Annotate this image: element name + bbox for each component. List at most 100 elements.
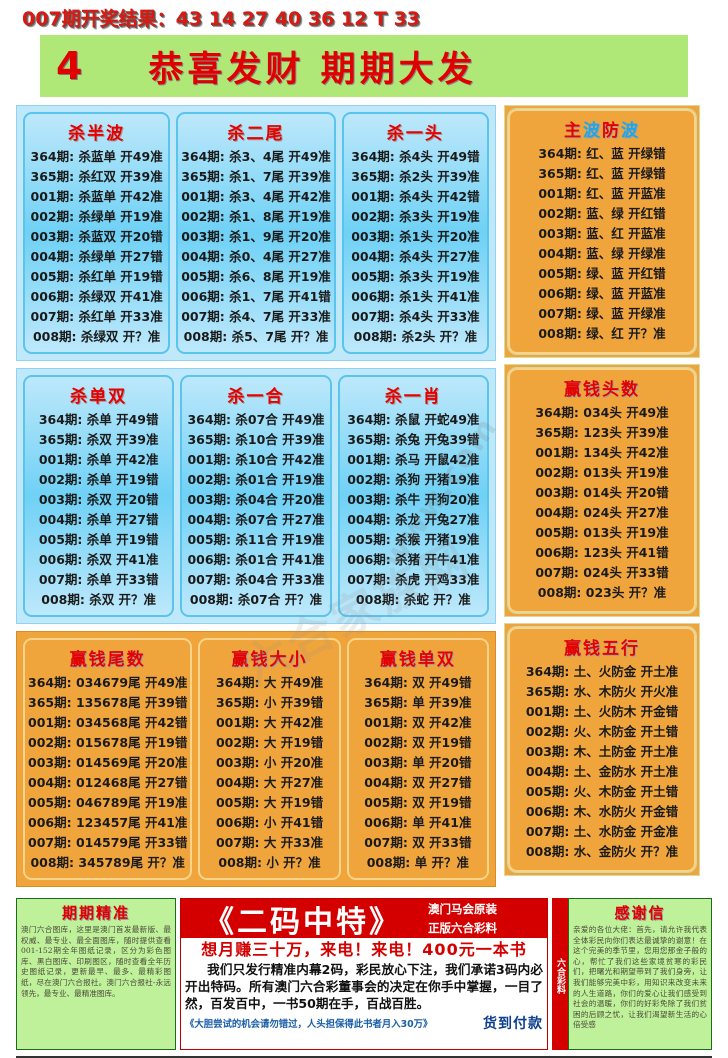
prediction-row: 006期: 杀01合 开41准: [187, 552, 325, 567]
prediction-row: 365期: 杀双 开39准: [38, 432, 159, 447]
main-content: 杀半波 364期: 杀蓝单 开49准 365期: 杀红双 开39准 001期: 杀蓝单…: [0, 97, 728, 894]
prediction-row: 006期: 木、水防火 开金错: [525, 804, 679, 819]
prediction-row: 001期: 双 开42准: [364, 715, 472, 730]
prediction-panel-row1-blue: 杀半波 364期: 杀蓝单 开49准 365期: 杀红双 开39准 001期: 杀蓝单…: [16, 105, 496, 361]
prediction-row: 003期: 杀牛 开狗20准: [347, 492, 480, 507]
card-title-part: 赢钱头数: [564, 380, 640, 400]
prediction-panel-right: 主波防波 364期: 红、蓝 开绿错 365期: 红、蓝 开绿错 001期: 红、蓝 …: [504, 105, 700, 358]
prediction-row: 003期: 014569尾 开20准: [28, 755, 188, 770]
prediction-row: 002期: 015678尾 开19错: [28, 735, 188, 750]
card-title: 杀一合: [185, 382, 326, 407]
promo-origin-labels: 澳门马会原装 正版六合彩料: [425, 899, 547, 938]
prediction-card[interactable]: 赢钱尾数 364期: 034679尾 开49准 365期: 135678尾 开39错…: [23, 638, 193, 880]
prediction-row: 001期: 034568尾 开42错: [28, 715, 188, 730]
prediction-row: 008期: 杀双 开？准: [41, 592, 157, 607]
prediction-row: 364期: 034头 开49准: [535, 405, 669, 420]
prediction-row: 004期: 012468尾 开27错: [28, 775, 188, 790]
prediction-row: 002期: 大 开19错: [215, 735, 324, 750]
prediction-row: 003期: 小 开20准: [215, 755, 324, 770]
prediction-panel-right: 赢钱头数 364期: 034头 开49准 365期: 123头 开39准 001期: …: [504, 364, 700, 617]
prediction-row: 008期: 单 开？准: [366, 855, 469, 870]
prediction-row: 001期: 134头 开42准: [535, 445, 669, 460]
card-title: 杀一肖: [343, 382, 484, 407]
prediction-row: 364期: 红、蓝 开绿错: [538, 146, 666, 161]
prediction-card[interactable]: 杀半波 364期: 杀蓝单 开49准 365期: 杀红双 开39准 001期: 杀蓝单…: [23, 112, 171, 354]
prediction-card[interactable]: 赢钱大小 364期: 大 开49准 365期: 小 开39错 001期: 大 开42准…: [198, 638, 341, 880]
prediction-row: 002期: 杀狗 开猪19准: [347, 472, 480, 487]
prediction-row: 006期: 单 开41准: [364, 815, 472, 830]
card-title: 赢钱大小: [203, 645, 335, 670]
card-rows: 364期: 杀蓝单 开49准 365期: 杀红双 开39准 001期: 杀蓝单 开4…: [28, 147, 165, 347]
card-rows: 364期: 杀4头 开49错 365期: 杀2头 开39准 001期: 杀4头 开4…: [347, 147, 484, 347]
prediction-row: 001期: 土、火防木 开金错: [525, 704, 679, 719]
prediction-row: 007期: 绿、蓝 开绿准: [538, 306, 666, 321]
card-title: 赢钱头数: [513, 375, 691, 400]
prediction-row: 007期: 杀红单 开33准: [30, 309, 163, 324]
accuracy-info-title: 期期精准: [61, 904, 130, 922]
prediction-row: 002期: 013头 开19准: [535, 465, 669, 480]
prediction-row: 364期: 土、火防金 开土准: [525, 664, 679, 679]
prediction-row: 006期: 杀1头 开41准: [351, 289, 480, 304]
prediction-card[interactable]: 杀单双 364期: 杀单 开49错 365期: 杀双 开39准 001期: 杀单 开4…: [23, 375, 175, 617]
thanks-letter-title: 感谢信: [614, 904, 666, 922]
accuracy-info-body: 澳门六合图库，这里是澳门首发最新版、最权威、最专业、最全面图库，随时提供查看00…: [21, 925, 171, 998]
prediction-row: 365期: 小 开39错: [215, 695, 324, 710]
banner-slogan: 恭喜发财 期期大发: [148, 49, 477, 90]
prediction-row: 365期: 123头 开39准: [535, 425, 669, 440]
thanks-letter-body: 亲爱的各位大佬：首先，请允许我代表全体彩民向你们表达最诚挚的谢意！在这个完美的季…: [573, 925, 707, 1030]
prediction-row: 005期: 双 开19错: [364, 795, 472, 810]
card-title: 杀一头: [347, 119, 484, 144]
promo-panel: 《二码中特》 澳门马会原装 正版六合彩料 想月赚三十万，来电！来电！400元一本…: [180, 898, 548, 1050]
card-title: 赢钱五行: [513, 634, 691, 659]
card-title-part: 杀二尾: [227, 124, 285, 144]
prediction-row: 001期: 杀蓝单 开42准: [30, 189, 163, 204]
card-title-part: 赢钱大小: [231, 650, 308, 670]
card-rows: 364期: 杀07合 开49准 365期: 杀10合 开39准 001期: 杀10合…: [185, 410, 326, 610]
prediction-card[interactable]: 杀一头 364期: 杀4头 开49错 365期: 杀2头 开39准 001期: 杀4头…: [341, 112, 489, 354]
prediction-row: 001期: 杀4头 开42错: [351, 189, 480, 204]
prediction-row: 006期: 绿、蓝 开蓝准: [538, 286, 666, 301]
prediction-row: 006期: 杀双 开41准: [38, 552, 159, 567]
prediction-row: 365期: 135678尾 开39错: [28, 695, 188, 710]
card-title: 杀半波: [28, 119, 165, 144]
prediction-row: 364期: 杀单 开49错: [38, 412, 159, 427]
prediction-row: 005期: 013头 开19准: [535, 525, 669, 540]
card-title-part: 主: [564, 121, 583, 141]
prediction-row: 008期: 小 开？准: [218, 855, 321, 870]
prediction-card[interactable]: 杀一肖 364期: 杀鼠 开蛇49准 365期: 杀兔 开兔39错 001期: 杀马 …: [337, 375, 489, 617]
prediction-row: 008期: 杀蛇 开？准: [355, 592, 471, 607]
prediction-row: 001期: 大 开42准: [215, 715, 324, 730]
prediction-row: 365期: 杀10合 开39准: [187, 432, 325, 447]
prediction-row: 006期: 123457尾 开41准: [28, 815, 188, 830]
prediction-card[interactable]: 杀二尾 364期: 杀3、4尾 开49准 365期: 杀1、7尾 开39准 001期:…: [176, 112, 336, 354]
prediction-row: 001期: 杀马 开鼠42准: [347, 452, 480, 467]
prediction-card[interactable]: 主波防波 364期: 红、蓝 开绿错 365期: 红、蓝 开绿错 001期: 红、蓝 …: [507, 108, 697, 355]
prediction-card[interactable]: 赢钱头数 364期: 034头 开49准 365期: 123头 开39准 001期: …: [507, 367, 697, 614]
prediction-row: 002期: 杀单 开19错: [38, 472, 159, 487]
prediction-row: 003期: 杀双 开20错: [38, 492, 159, 507]
thanks-row: 六合彩料 感谢信 亲爱的各位大佬：首先，请允许我代表全体彩民向你们表达最诚挚的谢…: [552, 898, 712, 1050]
prediction-row: 005期: 绿、蓝 开红错: [538, 266, 666, 281]
prediction-row: 364期: 杀3、4尾 开49准: [181, 149, 331, 164]
prediction-row: 001期: 杀单 开42准: [38, 452, 159, 467]
card-title-part: 波: [583, 121, 602, 141]
promo-ad-box[interactable]: 《二码中特》 澳门马会原装 正版六合彩料 想月赚三十万，来电！来电！400元一本…: [180, 898, 548, 1050]
card-title: 赢钱单双: [352, 645, 484, 670]
prediction-row: 007期: 024头 开33错: [535, 565, 669, 580]
prediction-row: 007期: 杀4头 开33准: [351, 309, 480, 324]
card-title: 赢钱尾数: [28, 645, 187, 670]
prediction-row: 008期: 杀绿双 开？准: [32, 329, 161, 344]
prediction-row: 001期: 杀3、4尾 开42准: [181, 189, 331, 204]
prediction-card[interactable]: 赢钱单双 364期: 双 开49错 365期: 单 开39准 001期: 双 开42准…: [346, 638, 490, 880]
prediction-row: 007期: 杀单 开33错: [38, 572, 159, 587]
prediction-row: 002期: 双 开19错: [364, 735, 472, 750]
prediction-row: 003期: 单 开20错: [364, 755, 472, 770]
prediction-row: 004期: 024头 开27准: [535, 505, 669, 520]
card-rows: 364期: 大 开49准 365期: 小 开39错 001期: 大 开42准 002期…: [203, 673, 335, 873]
prediction-row: 004期: 杀绿单 开27错: [30, 249, 163, 264]
prediction-card[interactable]: 赢钱五行 364期: 土、火防金 开土准 365期: 水、木防火 开火准 001期: …: [507, 626, 697, 873]
prediction-row: 003期: 木、土防金 开土准: [525, 744, 679, 759]
prediction-row: 002期: 杀绿单 开19准: [30, 209, 163, 224]
prediction-card[interactable]: 杀一合 364期: 杀07合 开49准 365期: 杀10合 开39准 001期: 杀…: [180, 375, 332, 617]
congrats-banner: 4 恭喜发财 期期大发: [40, 35, 688, 97]
